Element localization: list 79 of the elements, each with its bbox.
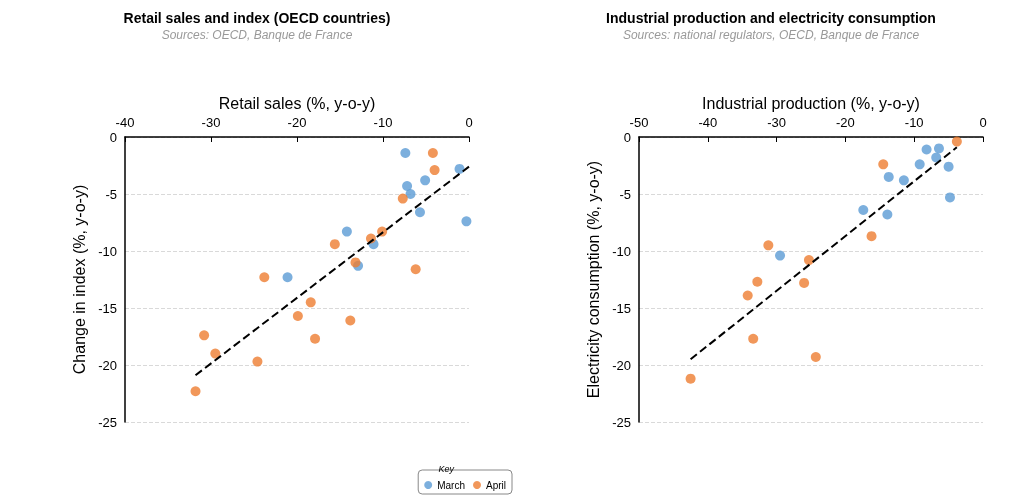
point: [921, 144, 932, 155]
point: [752, 276, 763, 287]
x-tick-label: 0: [465, 115, 473, 130]
x-tick-label: -20: [287, 115, 307, 130]
y-tick-label: -10: [612, 243, 631, 259]
point: [282, 272, 293, 283]
x-tick-label: -30: [767, 115, 786, 130]
point: [775, 250, 786, 261]
point: [252, 356, 263, 367]
point: [931, 152, 942, 163]
y-tick-label: -20: [98, 357, 117, 373]
y-tick-label: -15: [612, 300, 631, 316]
point: [763, 240, 774, 251]
point: [883, 171, 894, 182]
chart-subtitle: Sources: national regulators, OECD, Banque de France: [622, 28, 920, 42]
point: [878, 159, 889, 170]
point: [685, 373, 696, 384]
point: [259, 272, 270, 283]
x-axis-title: Industrial production (%, y-o-y): [702, 94, 920, 112]
x-tick-label: -20: [836, 115, 855, 130]
x-tick-label: -10: [373, 115, 393, 130]
point: [310, 333, 321, 344]
point: [420, 175, 431, 186]
point: [742, 290, 753, 301]
point: [799, 277, 810, 288]
point: [454, 163, 465, 174]
point: [210, 348, 221, 359]
x-tick-label: -30: [201, 115, 221, 130]
point: [914, 159, 925, 170]
point: [944, 192, 955, 203]
point: [882, 209, 893, 220]
point: [427, 147, 438, 158]
point: [345, 315, 356, 326]
y-tick-label: 0: [109, 129, 117, 145]
y-axis-title: Change in index (%, y-o-y): [70, 184, 88, 375]
legend-title: Key: [438, 463, 455, 474]
point: [397, 193, 408, 204]
point: [866, 231, 877, 242]
legend-label: March: [437, 479, 466, 491]
point: [405, 189, 416, 199]
y-tick-label: -25: [612, 414, 631, 430]
x-tick-label: -10: [904, 115, 924, 130]
x-tick-label: -50: [629, 115, 649, 130]
chart-title: Retail sales and index (OECD countries): [123, 10, 391, 26]
x-tick-label: -40: [698, 115, 718, 130]
point: [429, 165, 440, 176]
x-axis-title: Retail sales (%, y-o-y): [218, 94, 376, 112]
y-tick-label: -15: [98, 300, 117, 316]
y-tick-label: -5: [619, 186, 631, 202]
y-tick-label: 0: [623, 129, 631, 145]
point: [461, 216, 472, 227]
legend-label: April: [486, 479, 507, 491]
point: [410, 264, 421, 275]
y-tick-label: -10: [98, 243, 117, 259]
point: [898, 175, 909, 186]
y-tick-label: -25: [98, 414, 117, 430]
point: [951, 136, 962, 147]
point: [858, 204, 869, 215]
point: [402, 181, 413, 192]
point: [803, 255, 814, 266]
point: [400, 147, 411, 158]
point: [329, 239, 340, 250]
x-tick-label: -40: [115, 115, 135, 130]
point: [292, 310, 303, 321]
point: [341, 226, 352, 237]
point: [748, 333, 759, 344]
y-tick-label: -5: [105, 186, 117, 202]
point: [933, 143, 944, 154]
point: [190, 386, 201, 397]
chart-subtitle: Sources: OECD, Banque de France: [161, 28, 353, 42]
point: [199, 330, 210, 341]
point: [414, 207, 425, 218]
point: [810, 352, 821, 363]
y-tick-label: -20: [612, 357, 631, 373]
y-axis-title: Electricity consumption (%, y-o-y): [584, 160, 602, 399]
x-tick-label: 0: [979, 115, 987, 130]
chart-title: Industrial production and electricity consumption: [606, 10, 936, 26]
point: [943, 161, 954, 172]
point: [305, 297, 316, 308]
